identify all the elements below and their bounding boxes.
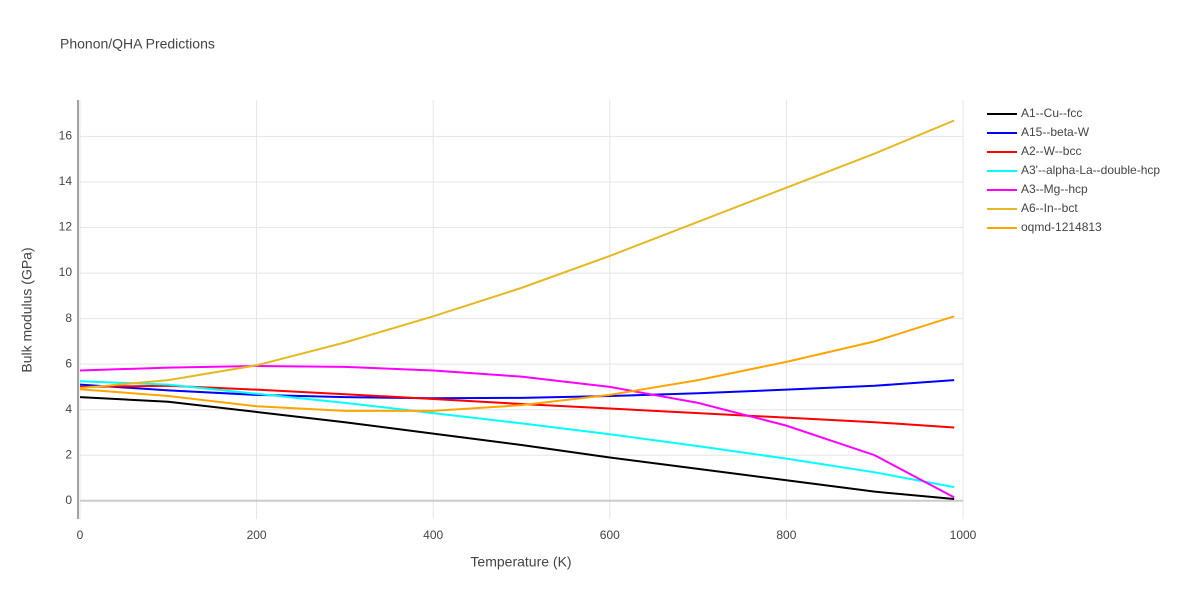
x-tick-label: 1000 xyxy=(950,528,977,542)
x-tick-label: 800 xyxy=(776,528,796,542)
y-tick-label: 16 xyxy=(59,129,73,143)
series-line xyxy=(79,396,955,500)
x-tick-label: 0 xyxy=(77,528,84,542)
y-tick-label: 0 xyxy=(65,493,72,507)
y-axis-label: Bulk modulus (GPa) xyxy=(19,247,35,372)
x-axis-label: Temperature (K) xyxy=(470,554,571,570)
legend-label: A3--Mg--hcp xyxy=(1021,182,1088,196)
series-line xyxy=(79,119,955,390)
y-tick-label: 4 xyxy=(65,402,72,416)
series-line xyxy=(79,315,955,412)
series-line xyxy=(79,379,955,400)
legend-label: A2--W--bcc xyxy=(1021,144,1081,158)
series-line xyxy=(79,384,955,429)
legend-label: A1--Cu--fcc xyxy=(1021,106,1082,120)
y-tick-label: 2 xyxy=(65,447,72,461)
x-tick-label: 400 xyxy=(423,528,443,542)
y-tick-label: 14 xyxy=(59,174,73,188)
y-tick-label: 8 xyxy=(65,311,72,325)
chart-title: Phonon/QHA Predictions xyxy=(60,36,215,52)
legend-label: A6--In--bct xyxy=(1021,201,1078,215)
y-tick-label: 10 xyxy=(59,265,73,279)
legend-label: oqmd-1214813 xyxy=(1021,220,1102,234)
legend-label: A15--beta-W xyxy=(1021,125,1090,139)
x-tick-label: 200 xyxy=(247,528,267,542)
y-tick-label: 12 xyxy=(59,220,73,234)
y-tick-label: 6 xyxy=(65,356,72,370)
series-line xyxy=(79,364,955,499)
legend-label: A3'--alpha-La--double-hcp xyxy=(1021,163,1160,177)
x-tick-label: 600 xyxy=(600,528,620,542)
series-line xyxy=(79,380,955,489)
